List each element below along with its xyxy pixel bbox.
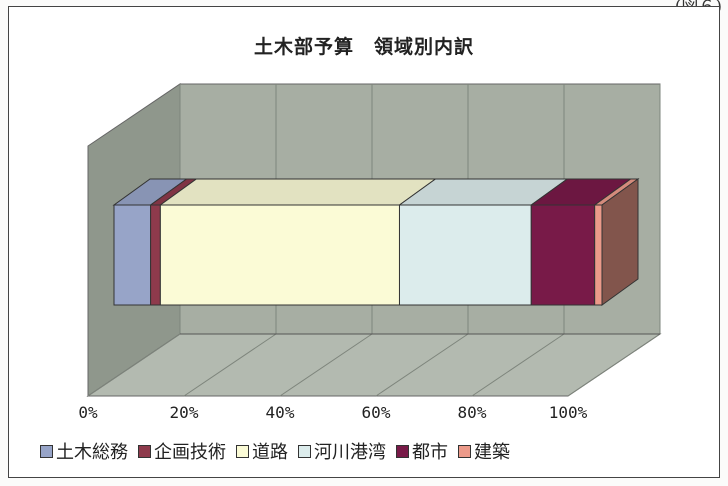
legend-item: 企画技術: [138, 438, 226, 464]
floor: [86, 333, 662, 397]
x-tick-label: 60%: [362, 403, 391, 422]
gridline-floor: [375, 333, 469, 397]
bar-segment-6: [594, 204, 603, 306]
bar-segment-2: [150, 204, 161, 306]
legend-label: 土木総務: [56, 442, 128, 463]
gridline-floor: [471, 333, 565, 397]
legend-label: 道路: [252, 442, 288, 463]
bar-segment-1: [113, 204, 152, 306]
legend-label: 建築: [474, 442, 510, 463]
gridline-floor: [279, 333, 373, 397]
legend-swatch: [396, 444, 409, 458]
legend-item: 土木総務: [40, 438, 128, 464]
bar-segment-3: [159, 204, 400, 306]
x-tick-label: 0%: [78, 403, 98, 422]
bar-segment-3-top: [158, 178, 438, 206]
legend-swatch: [138, 444, 151, 458]
chart-legend: 土木総務 企画技術 道路 河川港湾 都市 建築: [40, 437, 510, 465]
legend-label: 河川港湾: [314, 442, 386, 463]
gridline-floor: [567, 333, 661, 397]
legend-swatch: [458, 444, 471, 458]
legend-label: 企画技術: [154, 442, 226, 463]
bar-segment-5: [530, 204, 596, 306]
x-tick-label: 80%: [458, 403, 487, 422]
x-tick-label: 20%: [170, 403, 199, 422]
legend-item: 道路: [236, 438, 288, 464]
x-tick-label: 100%: [549, 403, 588, 422]
bar-segment-6-side: [601, 178, 639, 306]
legend-label: 都市: [412, 442, 448, 463]
gridline-floor: [87, 333, 181, 397]
legend-item: 建築: [458, 438, 510, 464]
x-tick-label: 40%: [266, 403, 295, 422]
gridline-floor: [183, 333, 277, 397]
legend-item: 都市: [396, 438, 448, 464]
legend-swatch: [298, 444, 311, 458]
legend-item: 河川港湾: [298, 438, 386, 464]
legend-swatch: [40, 444, 53, 458]
legend-swatch: [236, 444, 249, 458]
chart-title: 土木部予算 領域別内訳: [253, 36, 474, 58]
bar-segment-4: [398, 204, 532, 306]
